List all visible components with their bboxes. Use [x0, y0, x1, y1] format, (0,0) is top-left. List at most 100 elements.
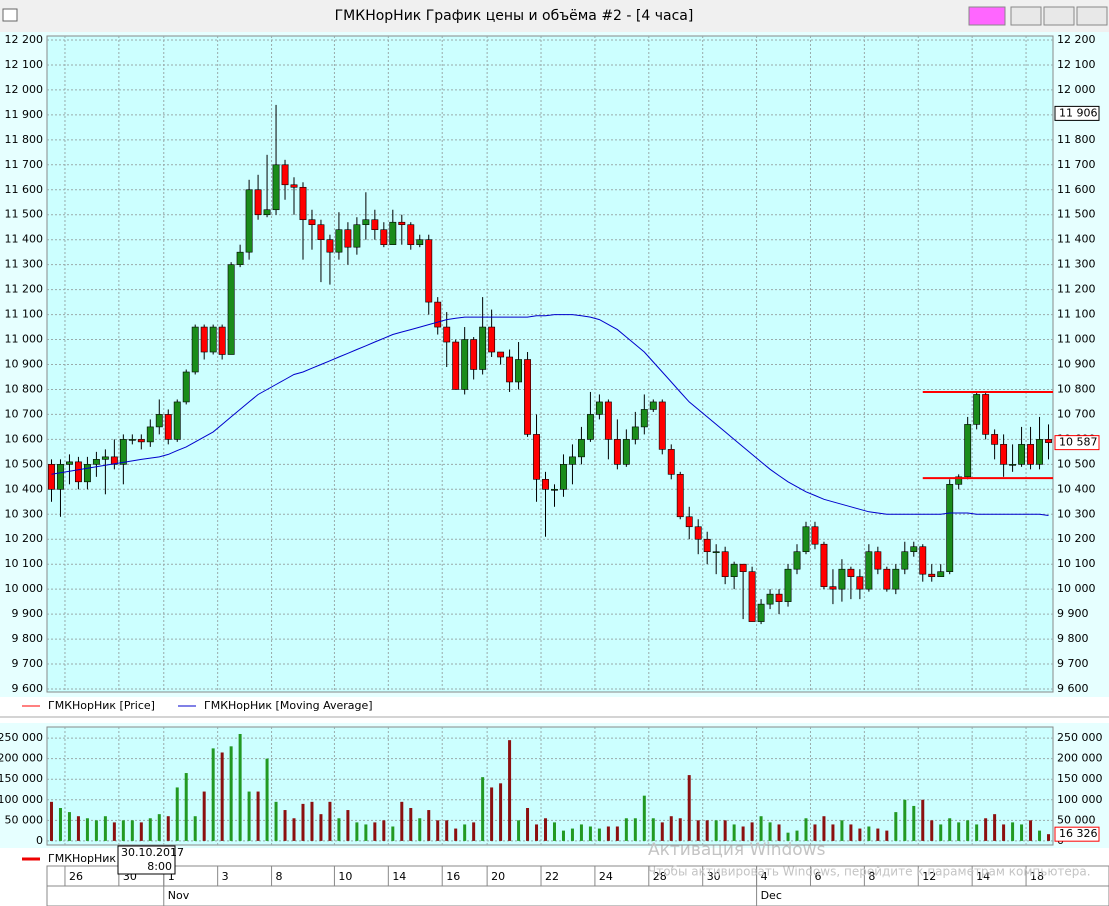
volume-bar [436, 820, 440, 841]
candle-body [631, 426, 639, 440]
candle-body [281, 164, 289, 186]
volume-bar [1047, 834, 1051, 841]
volume-bar [202, 791, 206, 841]
candle-body [739, 563, 747, 572]
candle-body [586, 414, 594, 440]
y-tick-label: 10 000 [5, 582, 44, 595]
candle-body [488, 326, 496, 353]
candle-body [524, 359, 531, 435]
y-tick-label: 10 600 [5, 432, 44, 445]
candle-body [389, 221, 397, 245]
candle-body [577, 439, 585, 458]
date-label: 14 [976, 870, 990, 883]
candle-body [820, 543, 828, 587]
y-tick-label: 11 200 [5, 283, 44, 296]
volume-bar [1038, 830, 1042, 841]
y-tick-label-right: 11 600 [1057, 183, 1096, 196]
date-label: 24 [599, 870, 613, 883]
month-label: Dec [761, 889, 782, 902]
candle-body [155, 414, 163, 428]
date-label: 28 [653, 870, 667, 883]
candle-body [533, 434, 540, 480]
volume-bar [94, 820, 98, 841]
volume-bar [948, 818, 952, 841]
candle-body [173, 401, 181, 440]
candle-body [182, 371, 190, 403]
candle-body [964, 424, 972, 478]
candle-body [371, 219, 379, 231]
candle-body [299, 186, 307, 221]
volume-bar [993, 814, 997, 841]
volume-bar [76, 816, 80, 841]
volume-bar [319, 814, 323, 841]
link-button[interactable] [968, 6, 1006, 26]
close-button[interactable] [1076, 6, 1108, 26]
volume-bar [903, 799, 907, 841]
volume-bar [660, 822, 664, 841]
y-tick-label-right: 9 700 [1057, 657, 1089, 670]
y-tick-label-right: 250 000 [1057, 731, 1103, 744]
y-tick-label-right: 12 100 [1057, 58, 1096, 71]
y-tick-label-right: 10 000 [1057, 582, 1096, 595]
y-tick-label-right: 9 800 [1057, 632, 1089, 645]
candle-body [784, 568, 792, 602]
minimize-button[interactable] [1010, 6, 1042, 26]
volume-bar [723, 820, 727, 841]
y-tick-label-right: 12 200 [1057, 33, 1096, 46]
candle-body [1018, 444, 1026, 465]
y-tick-label: 200 000 [0, 752, 43, 765]
y-tick-label-right: 12 000 [1057, 83, 1096, 96]
candle-body [191, 326, 199, 373]
volume-bar [544, 818, 548, 841]
candle-body [793, 551, 801, 570]
volume-bar [597, 828, 601, 841]
candle-body [937, 571, 945, 577]
y-tick-label-right: 150 000 [1057, 772, 1103, 785]
volume-bar [669, 816, 673, 841]
volume-bar [651, 818, 655, 841]
candle-body [901, 551, 909, 570]
volume-bar [364, 824, 368, 841]
candle-body [955, 476, 963, 485]
volume-bar [768, 822, 772, 841]
volume-bar [624, 818, 628, 841]
candle-body [263, 209, 271, 216]
volume-bar [741, 826, 745, 841]
y-tick-label: 11 000 [5, 333, 44, 346]
watermark-text: Чтобы активировать Windows, перейдите к … [648, 865, 1091, 879]
volume-bar [391, 826, 395, 841]
y-tick-label: 11 900 [5, 108, 44, 121]
candle-body [479, 326, 487, 370]
y-tick-label: 9 800 [12, 632, 44, 645]
candle-body [254, 189, 262, 216]
volume-bar [975, 824, 979, 841]
candle-body [640, 409, 648, 428]
volume-bar [382, 820, 386, 841]
date-label: 16 [446, 870, 460, 883]
volume-bar [112, 822, 116, 841]
date-label: 18 [1030, 870, 1044, 883]
restore-button[interactable] [1043, 6, 1075, 26]
candle-body [551, 489, 558, 491]
candle-body [1045, 439, 1052, 443]
candle-body [856, 576, 864, 590]
candle-body [110, 456, 118, 465]
volume-bar [831, 824, 835, 841]
candle-body [685, 516, 693, 528]
volume-bar [58, 807, 62, 841]
candle-body [506, 356, 514, 383]
y-tick-label: 50 000 [5, 813, 44, 826]
volume-bar [858, 828, 862, 841]
volume-bar [427, 810, 431, 841]
volume-bar [445, 820, 449, 841]
volume-bar [373, 822, 377, 841]
last-price-label: 10 587 [1059, 436, 1098, 449]
candle-body [982, 394, 990, 435]
y-tick-label: 150 000 [0, 772, 43, 785]
y-tick-label-right: 10 900 [1057, 357, 1096, 370]
candle-body [676, 474, 684, 518]
volume-bar [130, 820, 134, 841]
candle-body [227, 264, 235, 355]
volume-bar [481, 777, 485, 841]
y-tick-label: 11 600 [5, 183, 44, 196]
